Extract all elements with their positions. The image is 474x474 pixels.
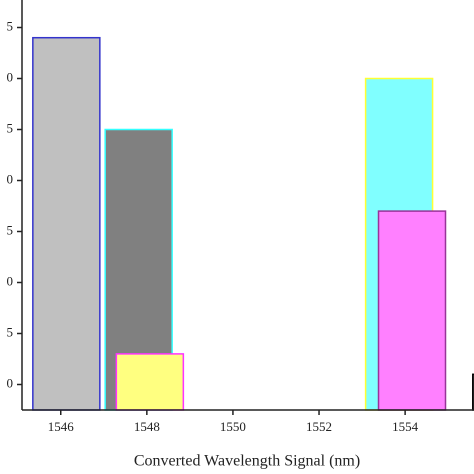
bar: [377, 210, 447, 411]
bar: [115, 353, 185, 411]
x-tick-label: 1554: [392, 419, 419, 434]
y-tick-label: 0: [7, 375, 14, 390]
x-tick-label: 1546: [48, 419, 75, 434]
x-tick-label: 1550: [220, 419, 246, 434]
y-tick-label: 0: [7, 69, 14, 84]
y-tick-label: 5: [7, 120, 14, 135]
y-tick-label: 5: [7, 324, 14, 339]
bar: [32, 36, 101, 411]
y-tick-label: 5: [7, 18, 14, 33]
bar: [472, 373, 474, 411]
x-tick-label: 1548: [134, 419, 160, 434]
y-tick-label: 5: [7, 222, 14, 237]
x-axis-label: Converted Wavelength Signal (nm): [134, 453, 360, 470]
y-tick-label: 0: [7, 171, 14, 186]
x-tick-label: 1552: [306, 419, 332, 434]
y-tick-label: 0: [7, 273, 14, 288]
